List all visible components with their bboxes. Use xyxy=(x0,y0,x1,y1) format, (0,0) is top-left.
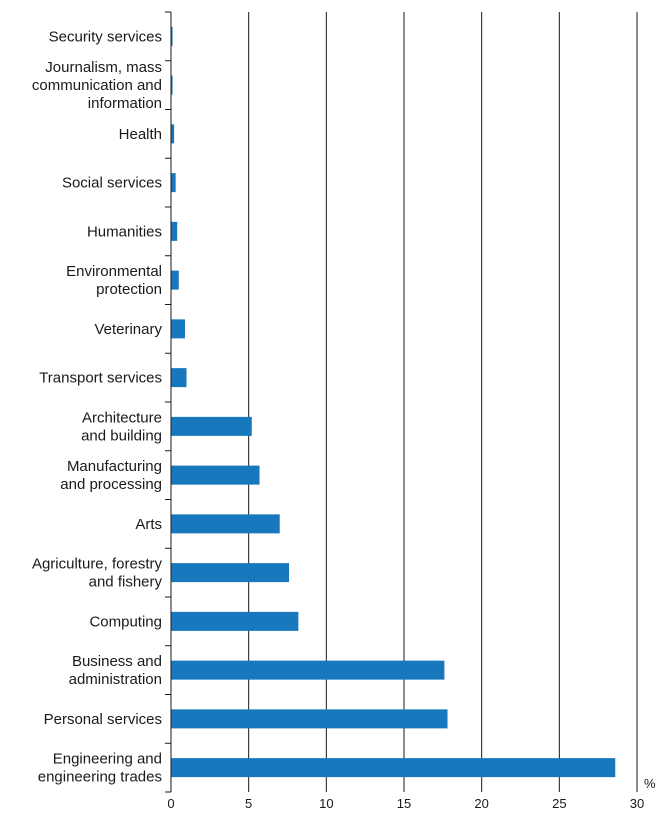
category-label: and fishery xyxy=(89,574,163,591)
bar xyxy=(171,221,178,241)
category-label: Veterinary xyxy=(94,321,162,338)
value-tick-label: 5 xyxy=(245,796,252,811)
category-label: Journalism, mass xyxy=(45,59,162,76)
bar xyxy=(171,611,299,631)
category-label: protection xyxy=(96,281,162,298)
bars xyxy=(171,26,616,778)
category-label: Computing xyxy=(89,613,162,630)
category-label: and building xyxy=(81,427,162,444)
value-tick-label: 0 xyxy=(167,796,174,811)
category-label: Arts xyxy=(135,516,162,533)
category-label: Architecture xyxy=(82,409,162,426)
bar xyxy=(171,758,616,778)
category-label: Personal services xyxy=(44,711,162,728)
bar xyxy=(171,270,179,290)
category-label: communication and xyxy=(32,77,162,94)
bar xyxy=(171,465,260,485)
category-label: information xyxy=(88,95,162,112)
category-label: Transport services xyxy=(39,370,162,387)
category-label: Humanities xyxy=(87,223,162,240)
bar xyxy=(171,368,187,388)
category-axis xyxy=(165,11,172,793)
category-label: engineering trades xyxy=(38,769,162,786)
bar xyxy=(171,319,185,339)
value-tick-label: 15 xyxy=(397,796,411,811)
category-label: Agriculture, forestry xyxy=(32,556,163,573)
category-label: Social services xyxy=(62,175,162,192)
bar xyxy=(171,563,290,583)
bar xyxy=(171,514,280,534)
bar xyxy=(171,416,252,436)
category-label: Business and xyxy=(72,653,162,670)
value-tick-label: 10 xyxy=(319,796,333,811)
value-tick-label: 20 xyxy=(474,796,488,811)
bar xyxy=(171,660,445,680)
bar xyxy=(171,124,175,144)
value-tick-label: 25 xyxy=(552,796,566,811)
category-label: Engineering and xyxy=(53,751,162,768)
category-label: Environmental xyxy=(66,263,162,280)
category-label: administration xyxy=(69,671,162,688)
bar xyxy=(171,709,448,729)
category-labels: Security services Journalism, masscommuni… xyxy=(32,28,163,785)
bar xyxy=(171,173,176,193)
value-tick-label: 30 xyxy=(630,796,644,811)
category-label: and processing xyxy=(60,476,162,493)
category-label: Security services xyxy=(49,28,162,45)
value-axis-ticks: 0 5 10 15 20 25 30 xyxy=(167,796,644,811)
category-label: Health xyxy=(119,126,162,143)
bar xyxy=(171,26,173,46)
category-label: Manufacturing xyxy=(67,458,162,475)
value-axis-unit: % xyxy=(644,776,656,791)
bar xyxy=(171,75,173,95)
